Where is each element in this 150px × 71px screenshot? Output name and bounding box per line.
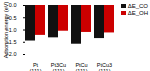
svg-text:−2.0: −2.0	[5, 51, 17, 58]
svg-text:PtCu(111): PtCu(111)	[75, 62, 87, 71]
svg-text:0.0: 0.0	[9, 2, 17, 8]
svg-text:Pt(111): Pt(111)	[29, 62, 41, 71]
svg-text:−1.0: −1.0	[5, 26, 17, 33]
svg-text:−1.5: −1.5	[5, 39, 17, 45]
svg-text:PtCu3(111): PtCu3(111)	[97, 62, 112, 71]
html-text:ΔE_OH: ΔE_OH	[127, 10, 148, 16]
svg-text:Adsorption energy (eV): Adsorption energy (eV)	[3, 2, 9, 59]
svg-text:Pt3Cu(111): Pt3Cu(111)	[51, 62, 66, 71]
svg-text:−0.5: −0.5	[5, 14, 17, 21]
html-text:ΔE_CO: ΔE_CO	[127, 3, 148, 9]
